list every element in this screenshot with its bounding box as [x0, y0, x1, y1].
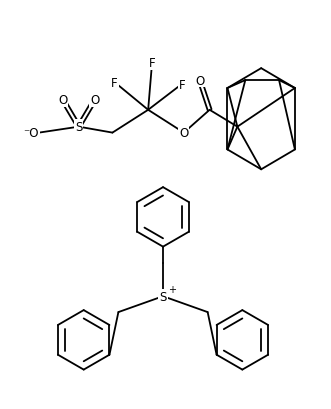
Text: O: O — [195, 74, 204, 88]
Text: F: F — [149, 56, 156, 70]
Text: F: F — [111, 76, 118, 89]
Text: F: F — [178, 79, 185, 91]
Text: ⁻O: ⁻O — [24, 127, 39, 140]
Text: O: O — [58, 94, 68, 107]
Text: +: + — [168, 285, 176, 294]
Text: S: S — [159, 290, 167, 303]
Text: O: O — [179, 127, 188, 140]
Text: O: O — [90, 94, 99, 107]
Text: S: S — [75, 121, 82, 134]
